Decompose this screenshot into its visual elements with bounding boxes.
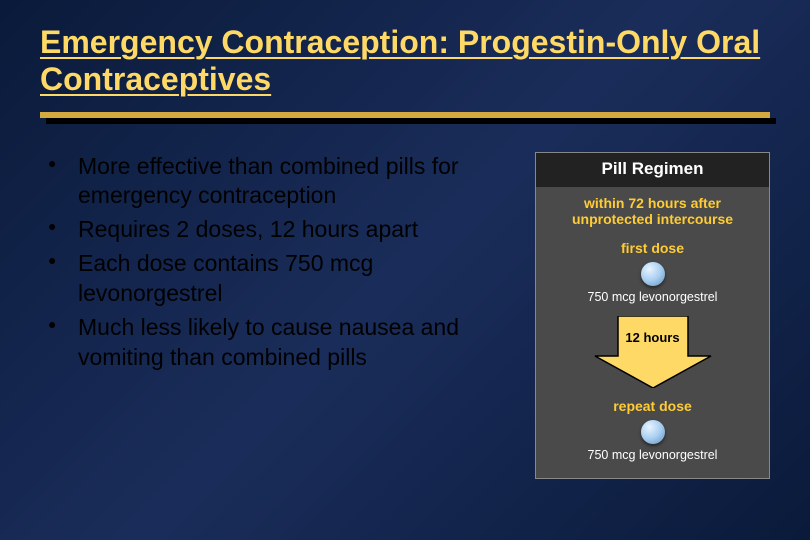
interval-arrow: 12 hours	[593, 316, 713, 388]
slide: Emergency Contraception: Progestin-Only …	[0, 0, 810, 540]
interval-label: 12 hours	[593, 330, 713, 345]
first-dose-spec: 750 mcg levonorgestrel	[588, 290, 718, 304]
content-row: More effective than combined pills for e…	[40, 152, 770, 480]
regimen-body: within 72 hours after unprotected interc…	[536, 187, 769, 479]
pill-icon	[641, 262, 665, 286]
divider-bar	[40, 112, 770, 118]
pill-regimen-panel: Pill Regimen within 72 hours after unpro…	[535, 152, 770, 480]
bullet-item: Much less likely to cause nausea and vom…	[48, 313, 511, 373]
regimen-title: Pill Regimen	[536, 153, 769, 187]
slide-title: Emergency Contraception: Progestin-Only …	[40, 24, 770, 98]
bullet-item: Each dose contains 750 mcg levonorgestre…	[48, 249, 511, 309]
repeat-dose-spec: 750 mcg levonorgestrel	[588, 448, 718, 462]
bullet-list: More effective than combined pills for e…	[40, 152, 511, 377]
bullet-item: More effective than combined pills for e…	[48, 152, 511, 212]
regimen-timing: within 72 hours after unprotected interc…	[542, 195, 763, 229]
pill-icon	[641, 420, 665, 444]
bullet-item: Requires 2 doses, 12 hours apart	[48, 215, 511, 245]
divider-shadow	[46, 118, 776, 124]
title-divider	[40, 112, 770, 122]
arrow-icon	[593, 316, 713, 388]
first-dose-label: first dose	[621, 240, 684, 256]
repeat-dose-label: repeat dose	[613, 398, 692, 414]
